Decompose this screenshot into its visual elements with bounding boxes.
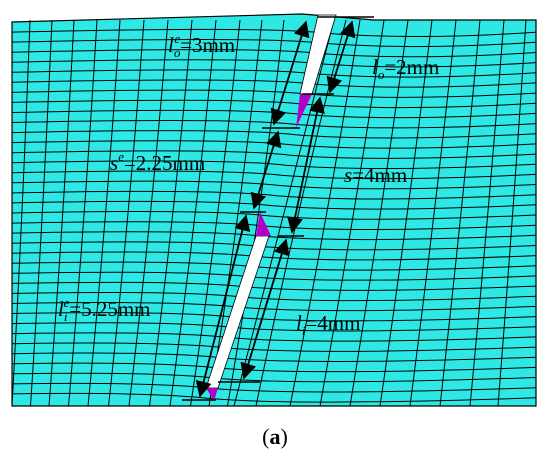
mesh-column-line (68, 19, 98, 407)
mesh-column-line (497, 19, 527, 407)
mesh-column-line (379, 19, 433, 407)
arrow-lo (326, 20, 356, 94)
mesh-column-line (149, 19, 193, 407)
figure-caption: (a) (262, 424, 288, 449)
mesh-column-line (469, 19, 505, 407)
mesh-column-line (11, 19, 31, 407)
mesh-row-line (11, 392, 537, 403)
label-li: li=4mm (296, 311, 360, 338)
label-s-e: se=2.25mm (110, 149, 205, 175)
lower-crack-tip (256, 212, 271, 236)
mesh-background (11, 13, 537, 407)
label-s: s=4mm (344, 163, 407, 187)
mesh-column-line (30, 19, 53, 407)
label-li-e: lie=5.25mm (58, 295, 151, 324)
arrow-li (240, 238, 290, 380)
mesh-column-line (87, 19, 121, 407)
mesh-row-line (11, 211, 537, 220)
mesh-column-line (169, 19, 217, 407)
mesh-row-line (11, 221, 537, 230)
label-lo-e: loe=3mm (168, 31, 235, 60)
mesh-column-line (439, 19, 481, 407)
mesh-column-line (409, 19, 457, 407)
mesh-column-line (108, 19, 145, 407)
mesh-body (11, 13, 537, 407)
mesh-column-line (349, 19, 409, 407)
mesh-column-line (128, 19, 169, 407)
arrow-li-e (195, 214, 251, 398)
arrow-s (287, 96, 325, 234)
mesh-column-line (48, 19, 75, 407)
arrow-s-e (250, 130, 282, 210)
arrow-lo-e (270, 20, 310, 126)
mesh-column-line (319, 19, 385, 407)
label-lo: lo=2mm (372, 55, 439, 82)
